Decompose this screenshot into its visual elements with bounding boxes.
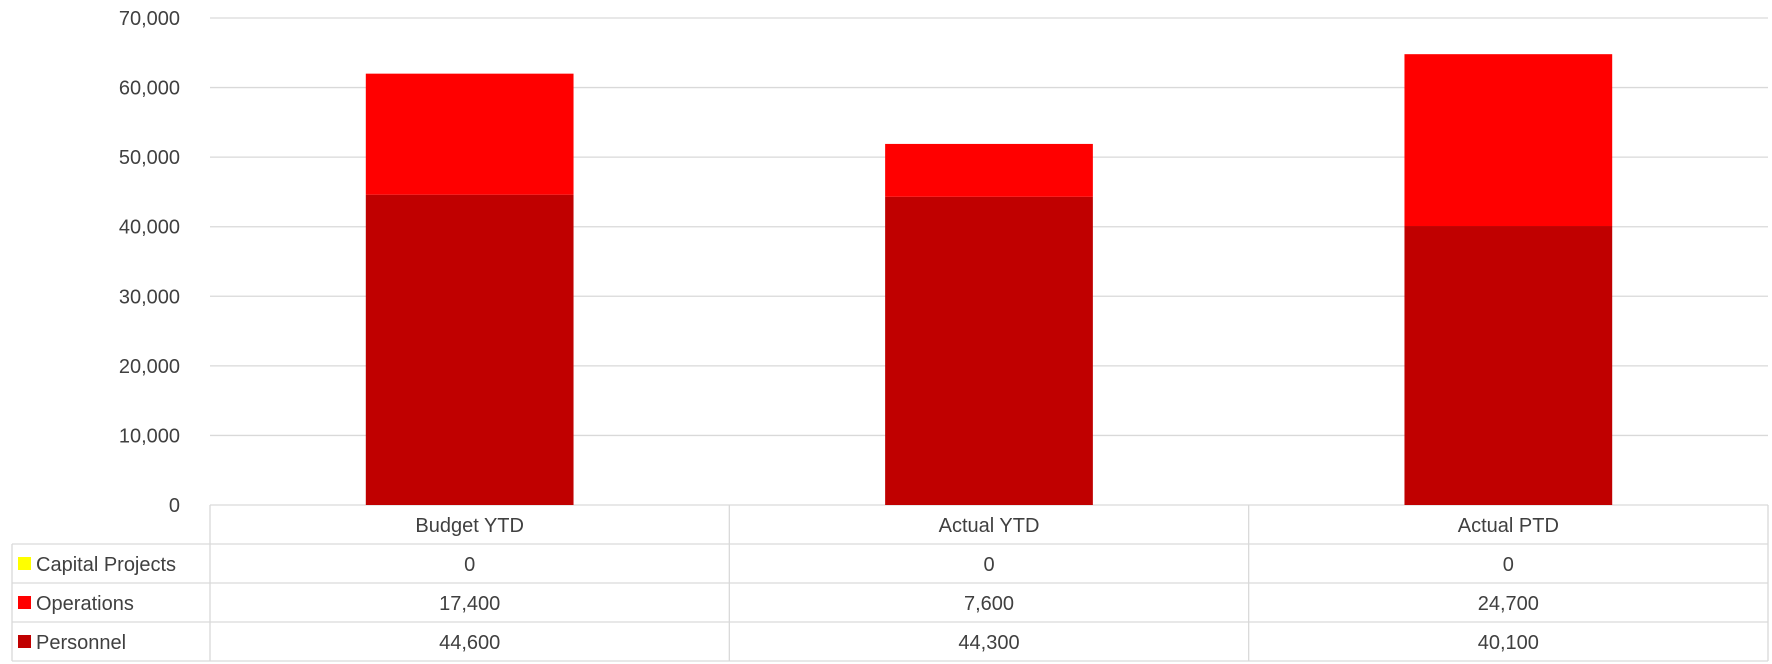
legend-series-name: Operations (36, 593, 134, 615)
table-cell-value: 44,300 (958, 632, 1019, 654)
y-tick-label: 0 (169, 495, 180, 517)
y-tick-label: 50,000 (119, 147, 180, 169)
bar-operations (365, 73, 574, 195)
bar-personnel (365, 194, 574, 505)
table-cell-value: 40,100 (1478, 632, 1539, 654)
bar-personnel (885, 196, 1093, 505)
legend-swatch (18, 557, 31, 570)
y-tick-label: 60,000 (119, 78, 180, 100)
bars (365, 54, 1613, 506)
y-tick-label: 40,000 (119, 217, 180, 239)
table-cell-value: 7,600 (964, 593, 1014, 615)
bar-operations (1404, 54, 1613, 227)
category-label: Actual PTD (1458, 515, 1559, 537)
data-table: Budget YTD Actual YTD Actual PTD Capital Pr… (11, 505, 1769, 662)
y-tick-label: 10,000 (119, 425, 180, 447)
bar-operations (885, 143, 1093, 197)
y-tick-label: 70,000 (119, 8, 180, 30)
table-cell-value: 44,600 (439, 632, 500, 654)
legend-series-name: Personnel (36, 632, 126, 654)
category-label: Actual YTD (939, 515, 1040, 537)
table-cell-value: 24,700 (1478, 593, 1539, 615)
y-axis-tick-labels: 0 10,000 20,000 30,000 40,000 50,000 60,000 70,… (119, 8, 180, 517)
y-tick-label: 30,000 (119, 286, 180, 308)
table-cell-value: 0 (983, 554, 994, 576)
table-cell-value: 0 (464, 554, 475, 576)
table-cell-value: 17,400 (439, 593, 500, 615)
legend-series-name: Capital Projects (36, 554, 176, 576)
y-tick-label: 20,000 (119, 356, 180, 378)
bar-personnel (1404, 226, 1613, 506)
table-cell-value: 0 (1503, 554, 1514, 576)
category-label: Budget YTD (415, 515, 524, 537)
legend-swatch (18, 635, 31, 648)
legend-swatch (18, 596, 31, 609)
